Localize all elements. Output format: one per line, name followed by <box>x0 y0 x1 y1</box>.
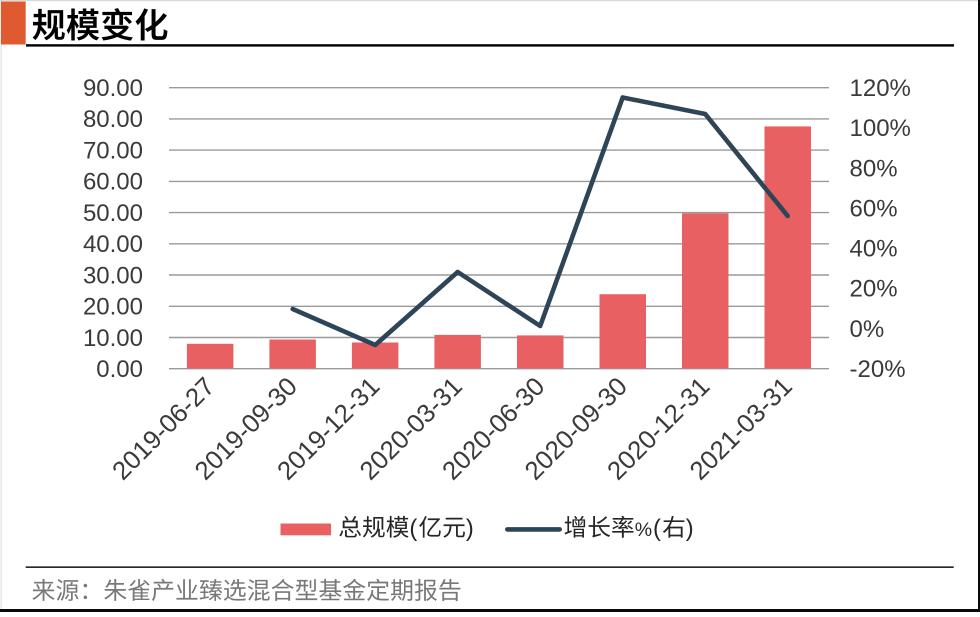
svg-text:%: % <box>635 519 652 541</box>
svg-text:80%: 80% <box>850 155 898 182</box>
svg-text:80.00: 80.00 <box>83 106 143 133</box>
svg-text:0.00: 0.00 <box>96 356 143 383</box>
svg-text:50.00: 50.00 <box>83 200 143 227</box>
svg-text:100%: 100% <box>850 115 911 142</box>
svg-text:60.00: 60.00 <box>83 169 143 196</box>
svg-text:120%: 120% <box>850 75 911 102</box>
svg-text:): ) <box>466 516 474 542</box>
svg-text:20%: 20% <box>850 276 898 303</box>
svg-text:(: ( <box>653 516 661 542</box>
svg-text:40%: 40% <box>850 236 898 263</box>
svg-text:(: ( <box>409 516 417 542</box>
svg-text:): ) <box>686 516 694 542</box>
svg-text:30.00: 30.00 <box>83 262 143 289</box>
svg-text:0%: 0% <box>850 316 885 343</box>
svg-text:70.00: 70.00 <box>83 137 143 164</box>
svg-text:60%: 60% <box>850 195 898 222</box>
svg-text:10.00: 10.00 <box>83 325 143 352</box>
svg-text:90.00: 90.00 <box>83 75 143 102</box>
svg-text:40.00: 40.00 <box>83 231 143 258</box>
svg-text:-20%: -20% <box>850 356 906 383</box>
svg-text:20.00: 20.00 <box>83 294 143 321</box>
